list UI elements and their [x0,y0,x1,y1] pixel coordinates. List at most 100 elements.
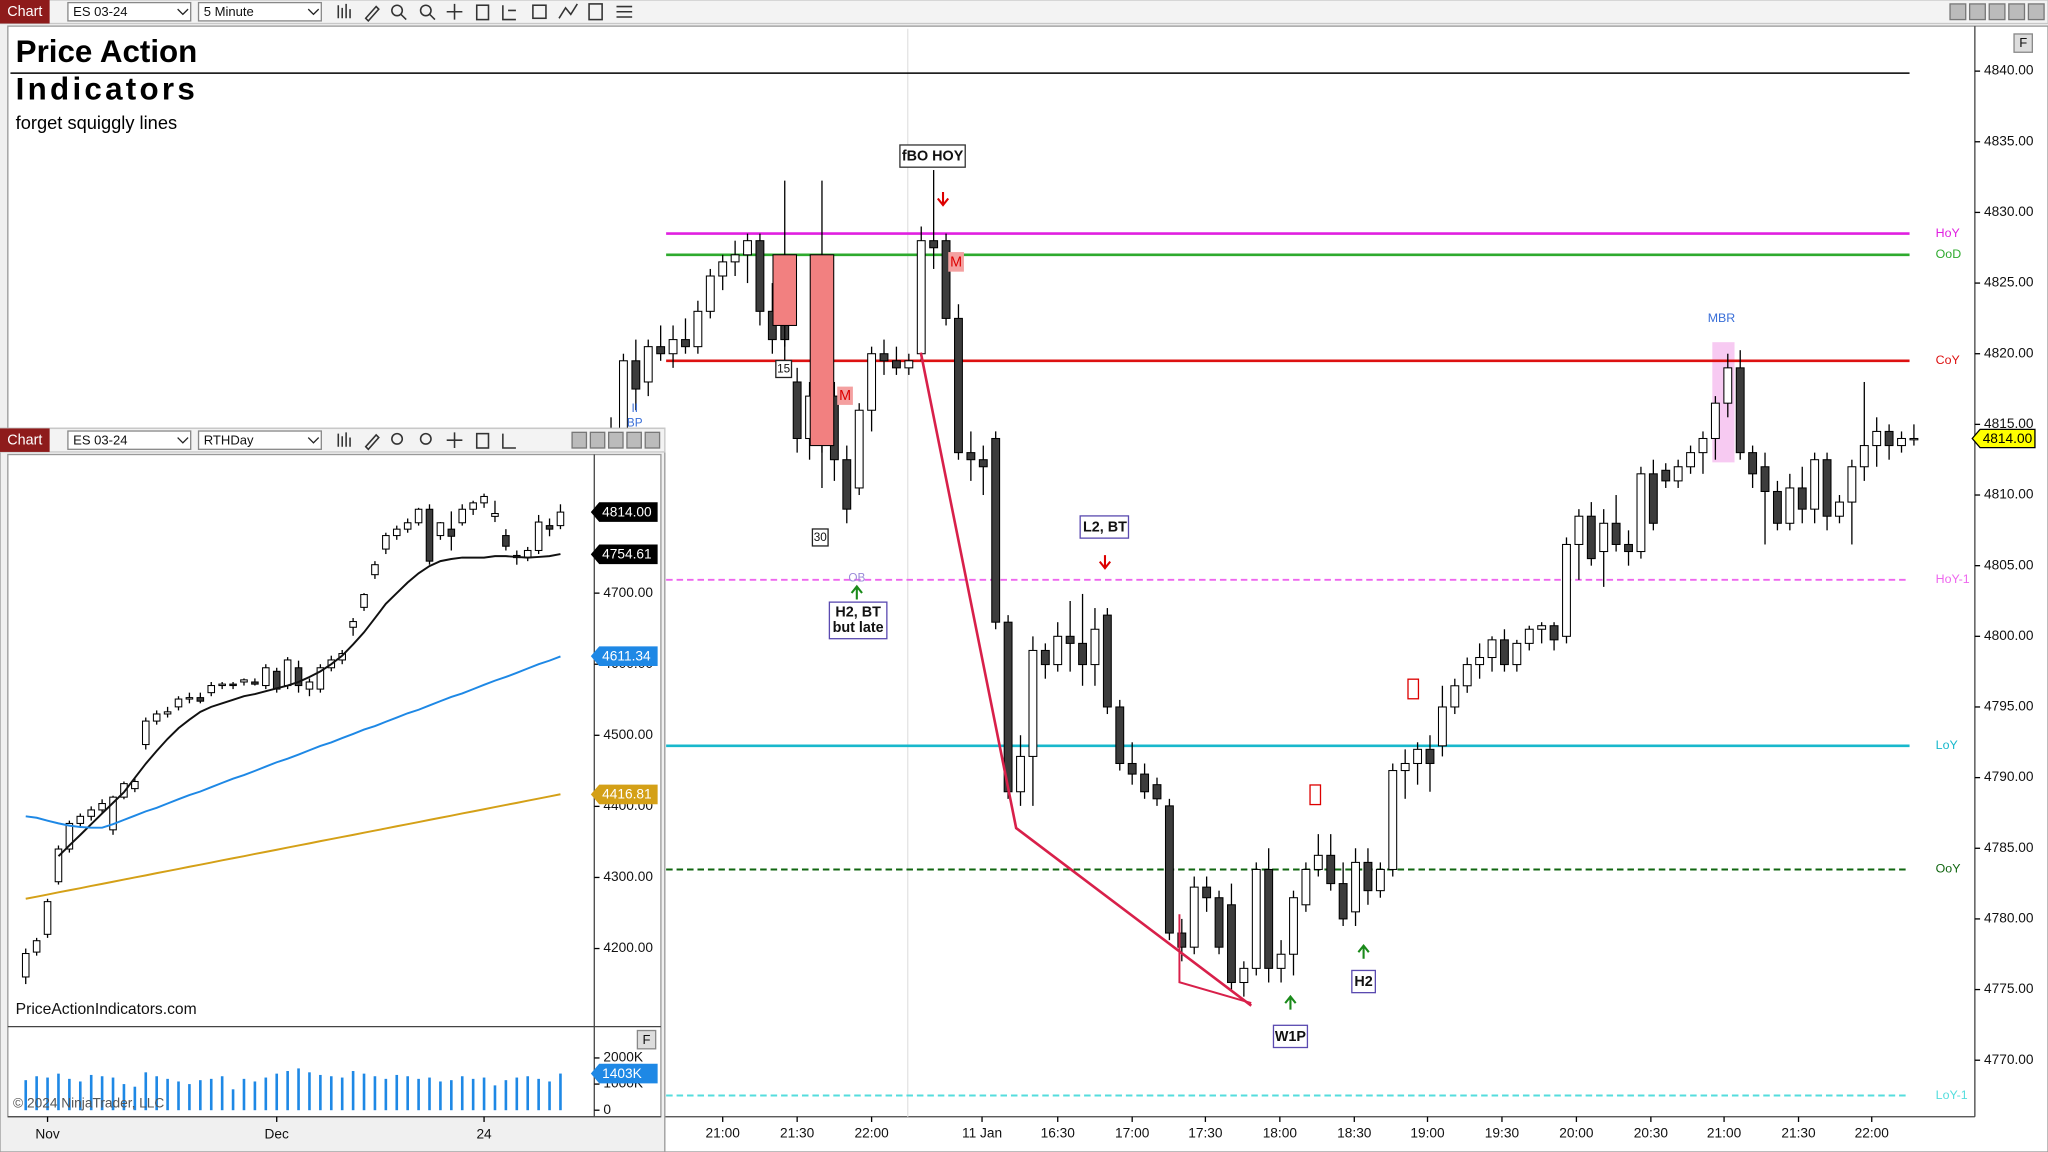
candle-body [1400,762,1410,772]
dropdown-arrow [307,437,320,444]
moving-average [25,655,561,829]
instrument-select[interactable] [67,1,192,22]
candle-body [842,459,852,510]
volume-bar [199,1080,202,1111]
candle-body [1313,854,1323,870]
window-buttons[interactable] [571,431,661,449]
candle-body [854,409,864,489]
last-price-tag [1971,428,2036,449]
dropdown-arrow [177,437,189,444]
candle-body [1003,621,1013,793]
volume-bar [111,1077,115,1111]
level-label: HoY-1 [1936,572,1970,586]
candle-body [1251,868,1261,969]
candle-body [1884,430,1894,447]
volume-bar [384,1078,388,1111]
candle-body [631,360,641,390]
candle-body [371,564,379,576]
last-price-tag-label: 4814.00 [1983,431,2033,446]
panel-button[interactable] [2013,33,2033,53]
y-tick-label: 4775.00 [1984,981,2034,996]
inset-plot-bg [7,453,662,1118]
candle-body [120,783,128,798]
annotation-box [837,386,853,405]
x-tick-label: 20:00 [1559,1125,1594,1140]
candle-body [792,381,802,440]
y-tick-label: 4810.00 [1984,487,2034,502]
candle-body [1102,614,1112,708]
panel-button[interactable] [636,1029,657,1050]
candle-body [1127,762,1137,775]
instrument-select[interactable] [67,430,192,450]
annotation: L2, BT [1083,519,1127,535]
candle-body [879,353,889,362]
candle-body [141,720,150,746]
title: Price Action [16,34,198,69]
candle-body [436,522,445,537]
candle-body [98,803,106,811]
volume-bar [537,1078,540,1111]
candle-body [1909,437,1919,441]
volume-bar [89,1074,93,1111]
candle-body [705,275,715,312]
volume-bar [24,1080,28,1111]
volume-tag [590,1063,658,1084]
candle-body [1624,543,1633,553]
annotation: M [839,388,851,404]
chart-tab[interactable] [0,0,50,24]
price-tag-label: 4814.00 [602,504,652,519]
volume-bar [188,1084,191,1111]
volume-bar [242,1078,246,1111]
annotation: 30 [814,531,828,544]
candle-body [21,952,30,978]
interval-select[interactable] [197,1,322,22]
window-buttons[interactable] [1949,3,2045,21]
volume-bar [297,1068,300,1111]
volume-bar [46,1077,49,1111]
interval-select[interactable] [197,430,322,450]
candle-body [1177,932,1187,948]
volume-bar [155,1076,158,1111]
y-tick-label: 4200.00 [603,940,653,955]
volume-bar [329,1076,333,1111]
candle-body [1562,543,1571,637]
annotation-box [899,144,966,168]
y-tick-label: 4770.00 [1984,1052,2034,1067]
candle-body [1164,805,1174,934]
candle-body [294,667,303,687]
annotation: II [632,402,639,415]
volume-bar [395,1074,399,1111]
candle-body [1735,367,1745,454]
volume-bar [362,1073,366,1111]
y-tick-label: 4790.00 [1984,769,2034,784]
y-tick-label: 4820.00 [1984,345,2034,360]
y-tick-label: 4300.00 [603,869,653,884]
candle-body [1462,664,1472,687]
candle-body [1648,473,1658,524]
candle-body [891,360,901,369]
candle-body [109,796,117,831]
candle-body [1611,522,1621,545]
x-tick-label: 21:00 [1707,1125,1742,1140]
price-tag [590,502,658,522]
candle-body [1040,649,1050,666]
toolbar-icons[interactable] [337,3,633,23]
chart-tab[interactable] [0,428,50,452]
candle-body [681,339,690,348]
annotation: H2 [1354,974,1372,990]
volume-bar [166,1078,169,1111]
volume-bar [471,1078,475,1111]
toolbar-icons[interactable] [337,432,516,451]
candle-body [1388,770,1398,870]
candle-body [1574,515,1584,545]
annotation-box [1079,515,1130,539]
candle-body [941,240,951,319]
volume-bar [351,1071,355,1111]
y-tick-label: 4780.00 [1984,911,2034,926]
candle-body [1375,868,1385,892]
x-tick-label: 17:30 [1188,1125,1223,1140]
level-label: OoY [1936,862,1961,876]
candle-body [1214,897,1224,948]
x-tick-label: Nov [35,1127,60,1142]
level-label: LoY-1 [1936,1088,1968,1102]
